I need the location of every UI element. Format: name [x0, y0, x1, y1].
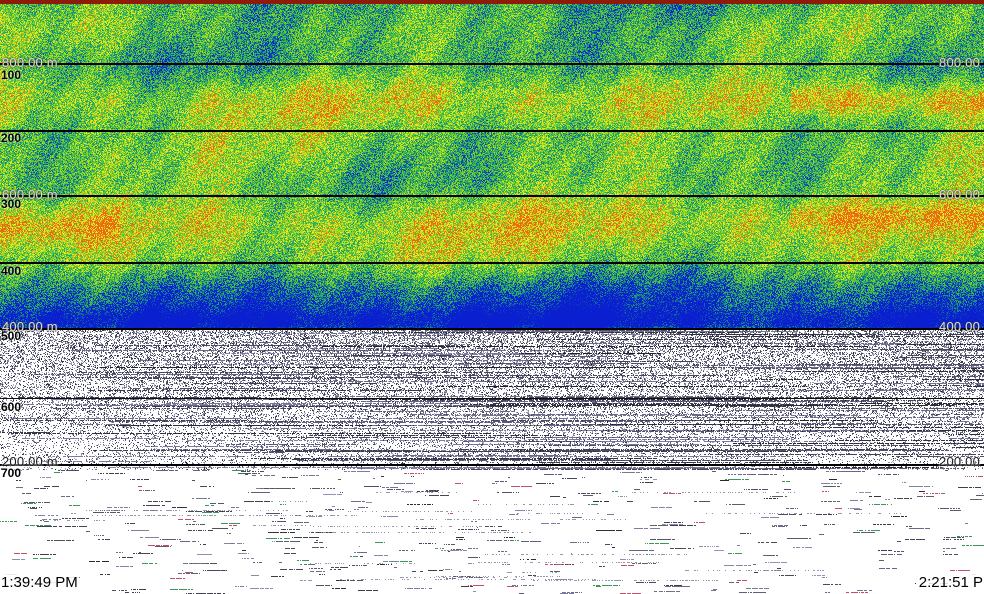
depth-tick-500: 500: [1, 329, 22, 343]
depth-tick-100: 100: [1, 68, 22, 82]
range-label-left-0: 800.00 m: [2, 55, 58, 70]
range-label-right-1: 800.00: [939, 55, 980, 70]
top-range-marker-line: [0, 0, 984, 4]
depth-tick-600: 600: [1, 400, 22, 414]
depth-tick-400: 400: [1, 264, 22, 278]
range-label-left-4: 400.00 m: [2, 319, 58, 334]
end-time-label: 2:21:51 P: [917, 574, 984, 591]
depth-tick-200: 200: [1, 131, 22, 145]
range-label-right-7: 200.00: [939, 454, 980, 469]
range-label-right-3: 600.00: [939, 187, 980, 202]
start-time-label: 1:39:49 PM: [0, 574, 79, 591]
range-label-right-5: 400.00: [939, 319, 980, 334]
range-label-left-6: 200.00 m: [2, 454, 58, 469]
range-label-left-2: 600.00 m: [2, 187, 58, 202]
depth-tick-700: 700: [1, 466, 22, 480]
depth-tick-300: 300: [1, 197, 22, 211]
